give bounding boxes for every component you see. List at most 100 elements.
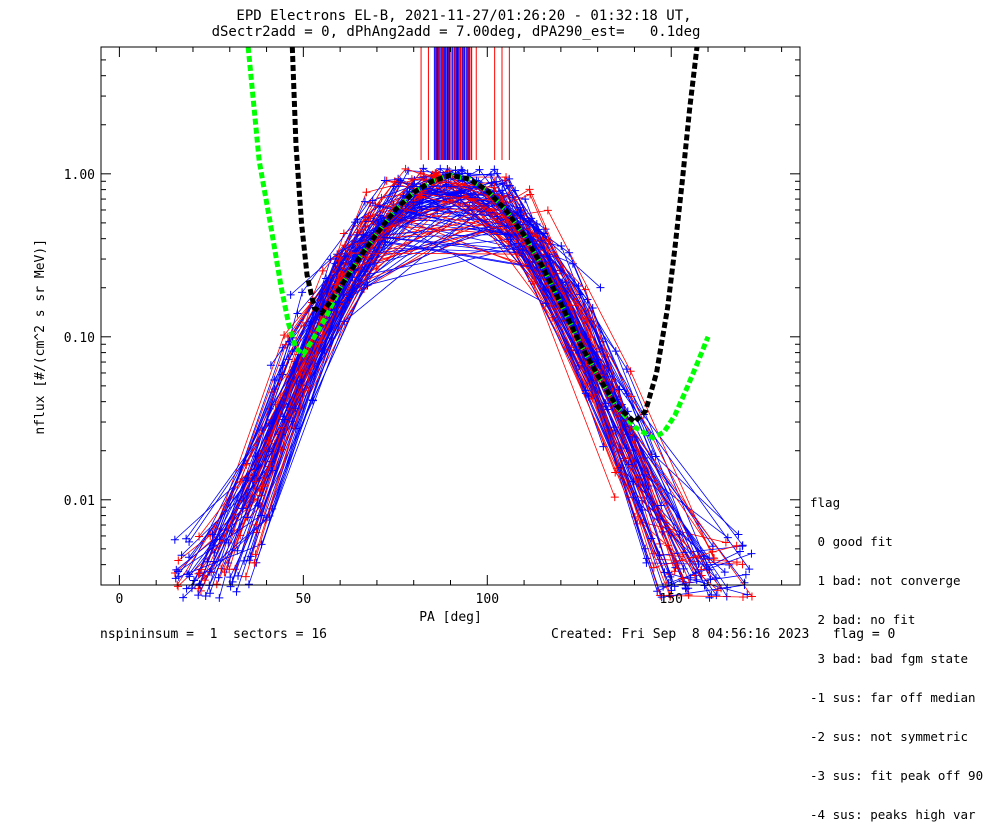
trace-line xyxy=(253,193,669,564)
measurement-traces xyxy=(170,47,756,602)
trace-point xyxy=(682,584,691,593)
trace-point xyxy=(326,255,335,264)
trace-point xyxy=(196,586,205,595)
trace-point xyxy=(735,547,744,556)
trace-point xyxy=(241,572,250,581)
trace-point xyxy=(208,541,217,550)
trace-point xyxy=(657,593,666,602)
axes: 0 50 100 150 0.01 0.10 1.00 PA [deg] nflux [#/(c… xyxy=(33,46,801,625)
trace-point xyxy=(258,482,267,491)
trace-point xyxy=(747,592,756,601)
trace-point xyxy=(380,176,389,185)
trace-point xyxy=(226,582,235,591)
trace-point xyxy=(732,541,741,550)
trace-point xyxy=(723,533,732,542)
trace-point xyxy=(501,230,510,239)
trace-line xyxy=(290,195,705,586)
trace-point xyxy=(490,183,499,192)
x-tick-label: 50 xyxy=(296,592,312,607)
trace-line xyxy=(186,243,685,575)
trace-point xyxy=(581,285,590,294)
trace-point xyxy=(401,164,410,173)
trace-point xyxy=(298,288,307,297)
trace-point xyxy=(390,177,399,186)
trace-point xyxy=(174,572,183,581)
trace-point xyxy=(376,211,385,220)
trace-point xyxy=(183,570,192,579)
trace-point xyxy=(747,549,756,558)
trace-point xyxy=(699,552,708,561)
x-tick-label: 100 xyxy=(476,592,499,607)
trace-point xyxy=(360,285,368,294)
trace-point xyxy=(694,560,703,569)
trace-point xyxy=(664,541,673,550)
trace-point xyxy=(667,586,676,595)
trace-point xyxy=(511,186,520,195)
legend-item: 3 bad: bad fgm state xyxy=(810,651,969,666)
legend-title: flag xyxy=(810,495,841,510)
trace-point xyxy=(232,587,241,596)
trace-point xyxy=(732,558,741,567)
fit-curves xyxy=(245,46,711,441)
y-tick-label: 0.10 xyxy=(64,331,95,346)
trace-point xyxy=(291,404,300,413)
trace-point xyxy=(182,584,191,593)
trace-point xyxy=(250,558,259,567)
trace-point xyxy=(206,589,215,598)
trace-point xyxy=(518,246,527,255)
trace-point xyxy=(567,301,576,310)
trace-point xyxy=(170,535,179,544)
trace-point xyxy=(205,567,214,576)
trace-point xyxy=(244,580,253,589)
trace-point xyxy=(368,196,377,205)
trace-point xyxy=(557,242,566,251)
y-tick-label: 1.00 xyxy=(64,168,95,183)
trace-point xyxy=(627,392,636,401)
legend-item: 0 good fit xyxy=(810,534,893,549)
trace-point xyxy=(493,169,502,178)
trace-point xyxy=(451,166,460,175)
trace-point xyxy=(475,165,484,174)
trace-line xyxy=(245,207,743,577)
trace-point xyxy=(629,493,638,502)
trace-point xyxy=(407,175,416,184)
trace-point xyxy=(545,252,554,261)
trace-point xyxy=(172,565,181,574)
trace-line xyxy=(247,185,745,584)
trace-point xyxy=(738,541,747,550)
trace-point xyxy=(184,553,193,562)
trace-point xyxy=(622,365,631,374)
trace-point xyxy=(490,165,499,174)
legend-item: 1 bad: not converge xyxy=(810,573,961,588)
trace-point xyxy=(544,236,553,245)
trace-point xyxy=(280,331,289,340)
trace-point xyxy=(363,281,372,290)
trace-point xyxy=(203,557,212,566)
trace-point xyxy=(215,593,224,602)
trace-point xyxy=(243,513,252,522)
legend-item: -4 sus: peaks high var xyxy=(810,807,976,822)
trace-point xyxy=(347,249,356,258)
trace-point xyxy=(512,250,521,259)
trace-point xyxy=(297,377,306,386)
trace-line xyxy=(199,201,697,585)
trace-point xyxy=(377,193,386,202)
trace-point xyxy=(457,165,466,174)
trace-line xyxy=(229,213,728,597)
trace-point xyxy=(177,551,186,560)
trace-point xyxy=(322,274,331,283)
y-axis-label: nflux [#/(cm^2 s sr MeV)] xyxy=(33,239,48,435)
trace-line xyxy=(239,208,737,563)
trace-point xyxy=(409,198,418,207)
x-tick-label: 150 xyxy=(659,592,682,607)
trace-point xyxy=(539,229,548,238)
trace-point xyxy=(666,572,675,581)
trace-point xyxy=(532,220,541,229)
trace-point xyxy=(711,573,720,582)
trace-point xyxy=(565,248,574,257)
trace-line xyxy=(209,205,707,572)
trace-point xyxy=(702,562,711,571)
trace-point xyxy=(738,560,747,569)
trace-point xyxy=(264,436,273,445)
footer-right: Created: Fri Sep 8 04:56:16 2023 flag = … xyxy=(551,627,896,642)
